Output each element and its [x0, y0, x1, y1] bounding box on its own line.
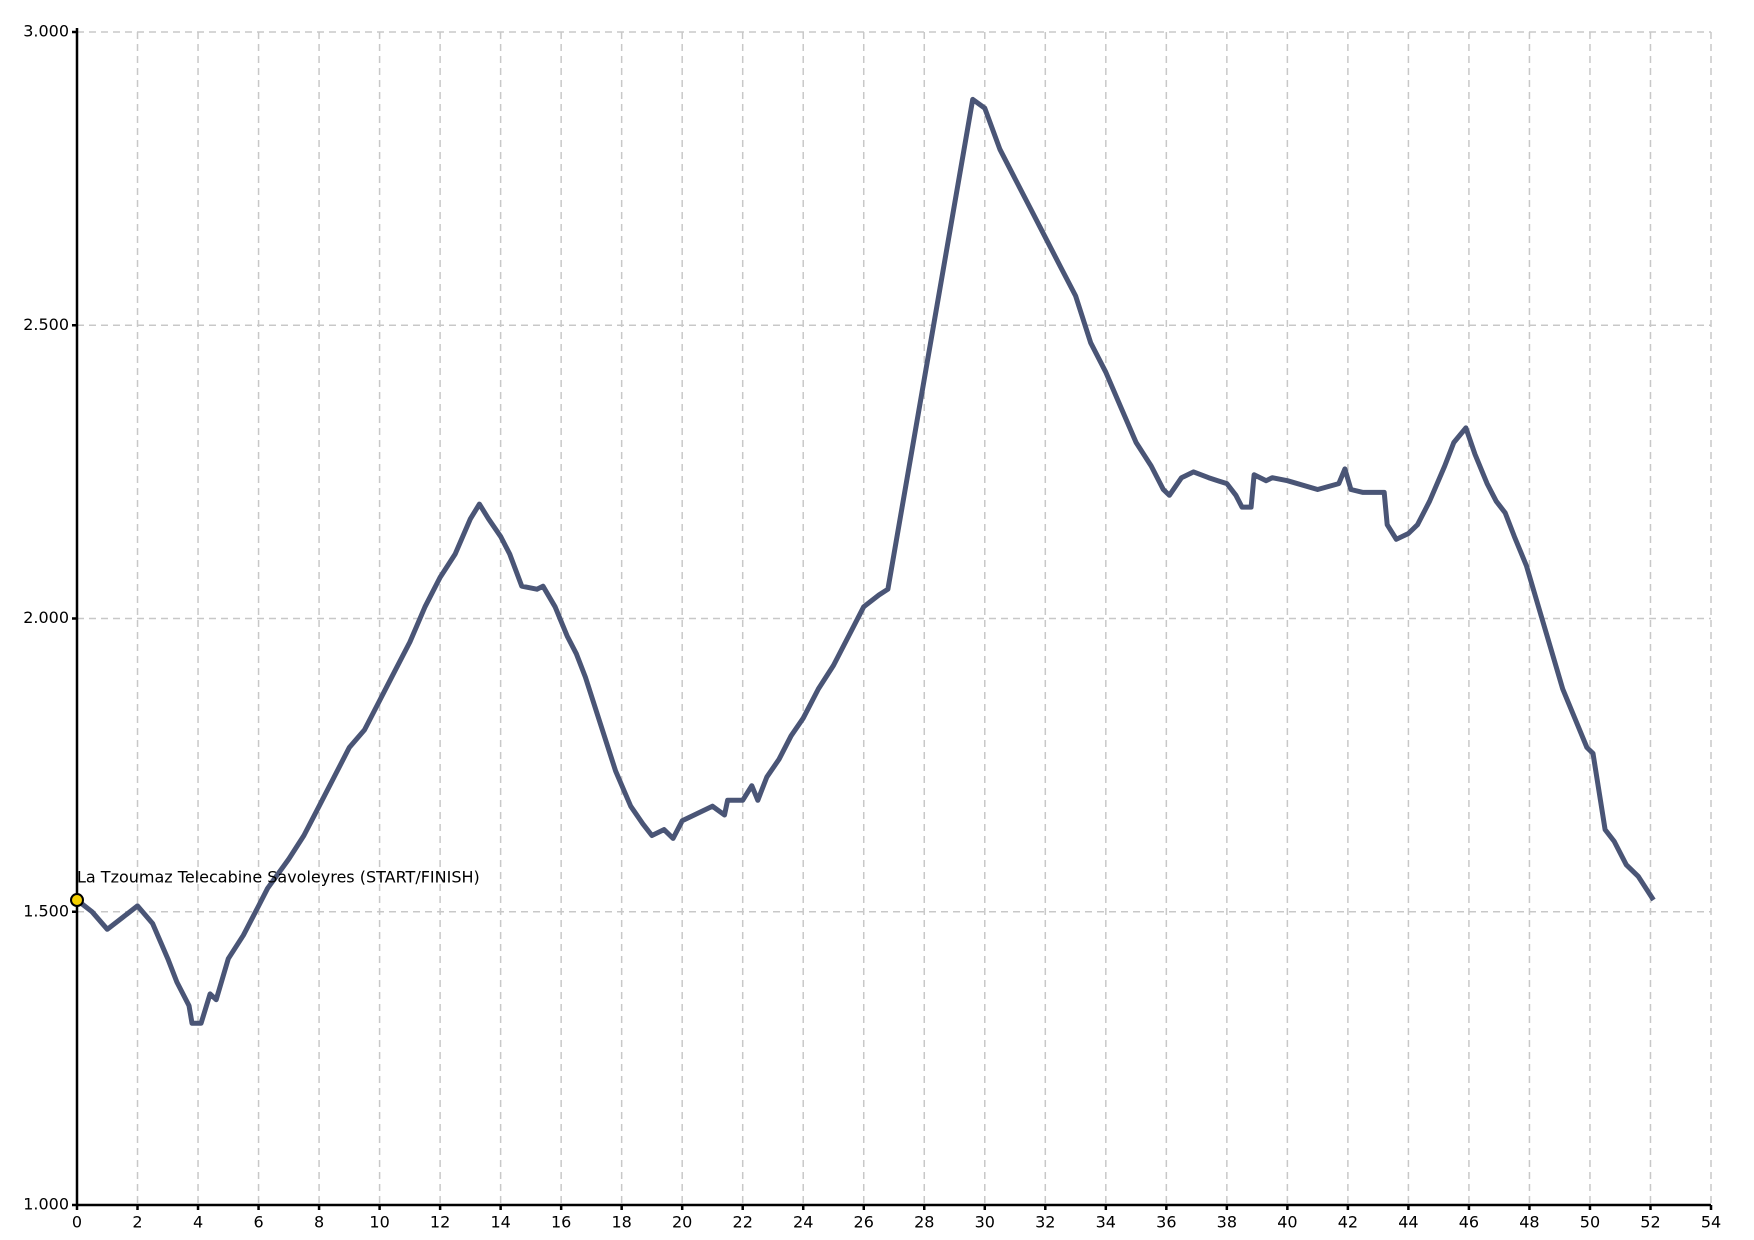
start-marker [70, 893, 84, 908]
x-tick-label: 46 [1459, 1213, 1479, 1232]
annotation: La Tzoumaz Telecabine Savoleyres (START/… [77, 868, 480, 887]
x-tick-label: 44 [1398, 1213, 1418, 1232]
x-tick-label: 10 [369, 1213, 389, 1232]
x-tick-label: 16 [551, 1213, 571, 1232]
x-tick-label: 34 [1096, 1213, 1116, 1232]
x-tick-label: 38 [1217, 1213, 1237, 1232]
x-tick-label: 48 [1519, 1213, 1539, 1232]
x-tick-label: 20 [672, 1213, 692, 1232]
x-tick-label: 4 [193, 1213, 203, 1232]
x-tick-label: 42 [1338, 1213, 1358, 1232]
x-tick-label: 8 [314, 1213, 324, 1232]
x-tick-label: 22 [733, 1213, 753, 1232]
x-tick-label: 2 [132, 1213, 142, 1232]
x-tick-label: 18 [611, 1213, 631, 1232]
x-tick-label: 40 [1277, 1213, 1297, 1232]
y-tick-label: 2.500 [23, 315, 69, 334]
x-tick-label: 28 [914, 1213, 934, 1232]
x-tick-label: 54 [1701, 1213, 1721, 1232]
x-tick-label: 12 [430, 1213, 450, 1232]
x-tick-label: 26 [854, 1213, 874, 1232]
x-tick-label: 30 [975, 1213, 995, 1232]
y-tick-label: 1.000 [23, 1195, 69, 1214]
x-tick-label: 32 [1035, 1213, 1055, 1232]
x-tick-label: 6 [253, 1213, 263, 1232]
x-tick-label: 36 [1156, 1213, 1176, 1232]
y-tick-label: 2.000 [23, 608, 69, 627]
x-tick-label: 52 [1640, 1213, 1660, 1232]
x-tick-label: 14 [490, 1213, 510, 1232]
x-tick-label: 50 [1580, 1213, 1600, 1232]
x-tick-label: 24 [793, 1213, 813, 1232]
y-tick-label: 1.500 [23, 901, 69, 920]
elevation-line [75, 96, 1656, 1026]
y-tick-label: 3.000 [23, 22, 69, 41]
x-tick-label: 0 [72, 1213, 82, 1232]
